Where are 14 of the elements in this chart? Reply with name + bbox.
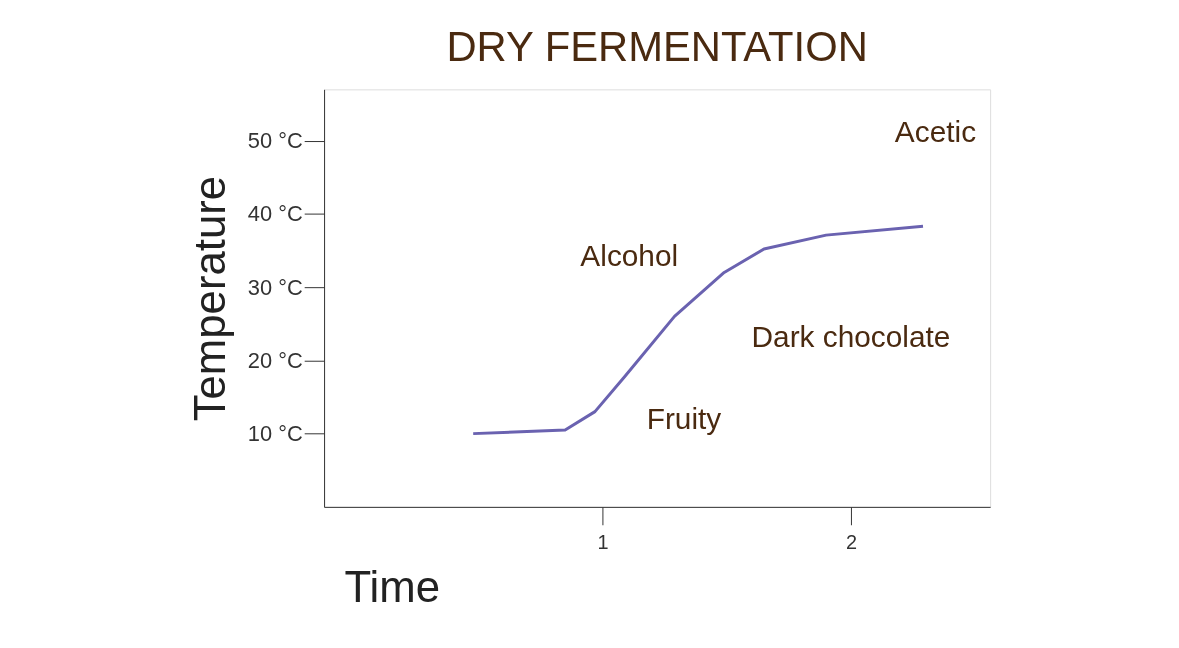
annotation: Alcohol [580,239,679,273]
annotation: Acetic [894,115,977,149]
y-tick-label: 50 °C [247,128,303,154]
y-tick-label: 30 °C [247,274,303,300]
x-axis-title: Time [344,561,441,611]
x-tick-label: 1 [597,531,609,554]
annotation: Fruity [646,402,722,436]
y-tick-label: 10 °C [247,421,303,447]
x-tick-label: 2 [845,531,857,554]
chart-title: DRY FERMENTATION [446,22,868,70]
y-axis-title: Temperature [184,175,234,422]
y-tick-label: 40 °C [247,201,303,227]
annotation: Dark chocolate [751,319,951,353]
y-tick-label: 20 °C [247,347,303,373]
